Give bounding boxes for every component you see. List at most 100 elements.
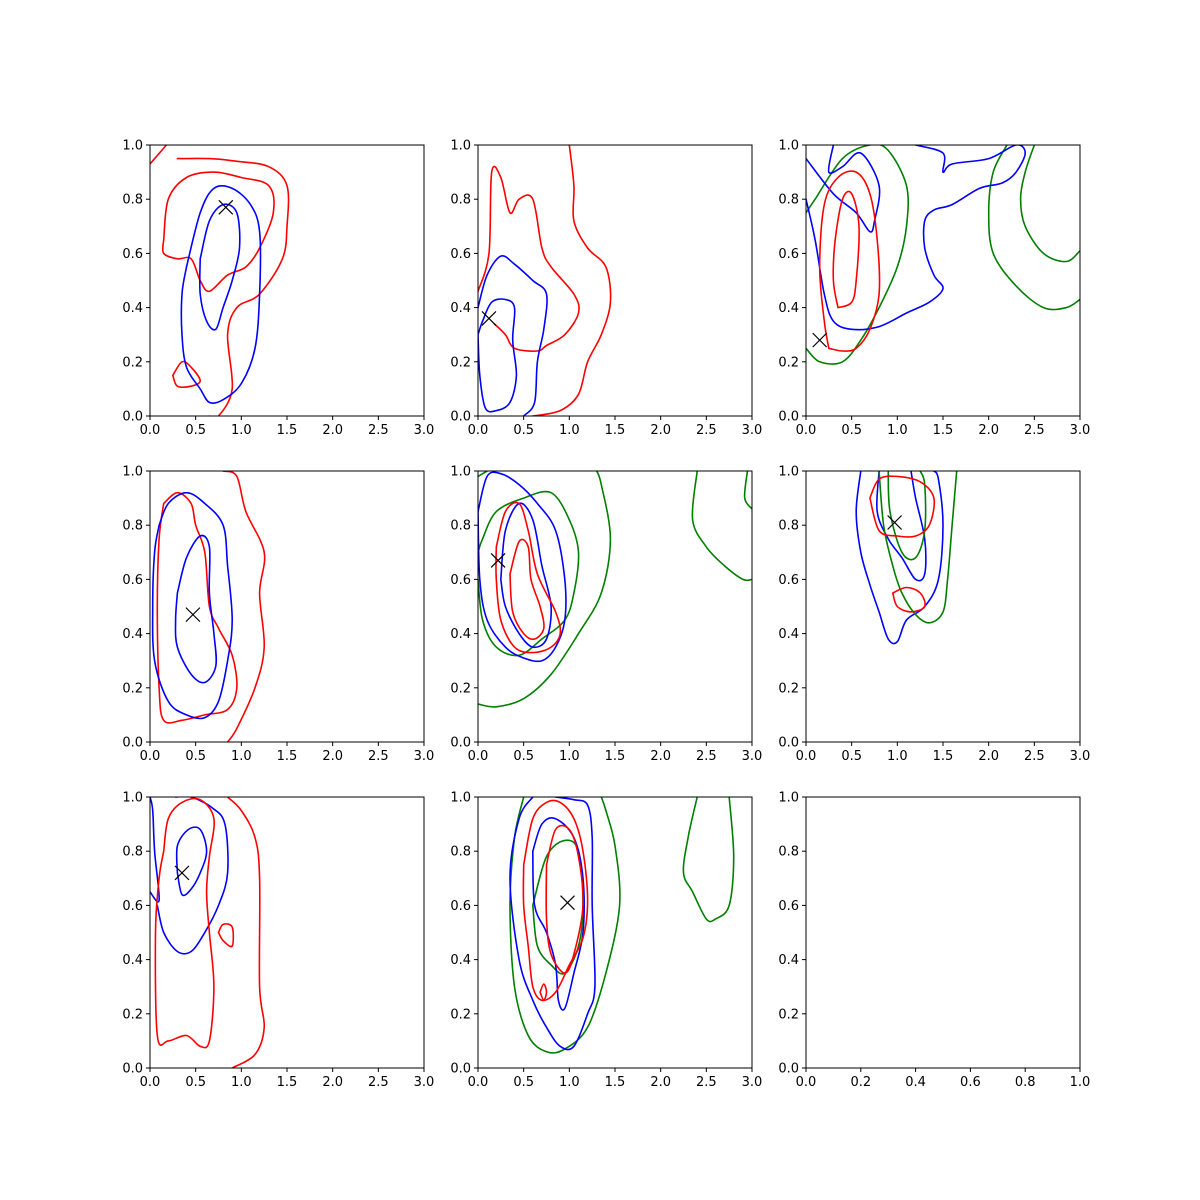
- contour-group: [806, 145, 1080, 365]
- y-tick-label: 0.8: [122, 193, 143, 208]
- x-tick-label: 2.0: [322, 749, 343, 764]
- x-tick-label: 1.0: [231, 423, 252, 438]
- contour-group: [478, 145, 612, 416]
- y-tick-label: 1.0: [450, 791, 471, 806]
- y-tick-label: 0.0: [778, 410, 799, 425]
- y-tick-label: 0.0: [450, 410, 471, 425]
- contour-group: [855, 471, 958, 645]
- y-tick-label: 0.0: [122, 410, 143, 425]
- subplot-6: 0.0 0.5 1.0 1.5 2.0 2.5 3.0 0.0 0.2 0.4 0.6 0.8 1.0: [778, 465, 1090, 765]
- x-tick-label: 1.5: [277, 423, 298, 438]
- axes-frame: [805, 144, 1081, 417]
- x-marker: [812, 332, 828, 348]
- x-tick-label: 3.0: [414, 423, 435, 438]
- contour-line-2: [176, 157, 290, 416]
- contour-line-4: [691, 471, 752, 582]
- contour-line-5: [217, 923, 235, 948]
- y-tick-label: 0.6: [122, 573, 143, 588]
- x-tick-label: 3.0: [414, 749, 435, 764]
- x-tick-label: 2.0: [978, 749, 999, 764]
- contour-line-9: [509, 538, 545, 641]
- x-tick-label: 2.5: [368, 1075, 389, 1090]
- subplot-1: 0.0 0.5 1.0 1.5 2.0 2.5 3.0 0.0 0.2 0.4 0.6 0.8 1.0: [122, 139, 434, 439]
- contour-line-2: [532, 145, 612, 416]
- x-tick-label: 2.0: [978, 423, 999, 438]
- y-tick-label: 0.8: [450, 845, 471, 860]
- contour-line-6: [892, 586, 926, 613]
- y-tick-label: 0.0: [450, 1062, 471, 1077]
- x-tick-label: 0.5: [841, 423, 862, 438]
- contour-group: [150, 797, 266, 1068]
- x-tick-label: 1.5: [605, 423, 626, 438]
- x-tick-label: 1.5: [277, 749, 298, 764]
- y-tick-label: 0.2: [450, 1007, 471, 1022]
- contour-line-2: [222, 471, 266, 742]
- contour-line-1: [156, 491, 238, 724]
- x-tick-label: 0.0: [140, 749, 161, 764]
- y-tick-label: 0.0: [122, 736, 143, 751]
- y-tick-label: 0.2: [778, 1007, 799, 1022]
- x-tick-label: 0.0: [468, 749, 489, 764]
- y-tick-label: 1.0: [450, 465, 471, 480]
- y-tick-label: 0.8: [778, 519, 799, 534]
- y-tick-label: 0.4: [778, 301, 799, 316]
- y-tick-label: 0.8: [450, 519, 471, 534]
- y-tick-label: 0.8: [778, 193, 799, 208]
- x-tick-label: 0.0: [468, 1075, 489, 1090]
- x-tick-label: 1.5: [605, 749, 626, 764]
- subplot-8: 0.0 0.5 1.0 1.5 2.0 2.5 3.0 0.0 0.2 0.4 0.6 0.8 1.0: [450, 791, 762, 1091]
- y-tick-label: 0.4: [122, 301, 143, 316]
- x-tick-label: 1.5: [933, 749, 954, 764]
- x-tick-label: 0.4: [905, 1075, 926, 1090]
- x-marker: [490, 553, 506, 568]
- contour-line-1: [855, 471, 944, 645]
- contour-line-2: [478, 471, 488, 478]
- x-tick-label: 0.5: [513, 423, 534, 438]
- x-tick-label: 0.0: [796, 749, 817, 764]
- y-tick-label: 0.4: [122, 627, 143, 642]
- x-tick-label: 0.0: [140, 1075, 161, 1090]
- y-tick-label: 0.0: [778, 1062, 799, 1077]
- y-tick-label: 0.8: [122, 845, 143, 860]
- x-tick-label: 0.5: [513, 1075, 534, 1090]
- y-tick-label: 1.0: [122, 139, 143, 154]
- x-tick-label: 3.0: [1070, 749, 1091, 764]
- y-tick-label: 0.4: [450, 953, 471, 968]
- subplot-5: 0.0 0.5 1.0 1.5 2.0 2.5 3.0 0.0 0.2 0.4 0.6 0.8 1.0: [450, 465, 762, 765]
- contour-line-3: [478, 490, 580, 657]
- y-tick-label: 0.4: [122, 953, 143, 968]
- x-tick-label: 2.5: [368, 423, 389, 438]
- subplot-2: 0.0 0.5 1.0 1.5 2.0 2.5 3.0 0.0 0.2 0.4 0.6 0.8 1.0: [450, 139, 762, 439]
- contour-line-2: [987, 145, 1080, 311]
- x-tick-label: 0.0: [796, 1075, 817, 1090]
- y-tick-label: 0.0: [122, 1062, 143, 1077]
- x-tick-label: 2.0: [650, 749, 671, 764]
- contour-line-3: [151, 491, 233, 720]
- contour-line-7: [545, 824, 584, 974]
- y-tick-label: 0.2: [450, 355, 471, 370]
- axes-frame: [149, 470, 425, 743]
- contour-group: [509, 797, 735, 1054]
- contour-line-3: [478, 254, 548, 416]
- contour-group: [151, 471, 266, 742]
- y-tick-label: 0.2: [778, 681, 799, 696]
- x-tick-label: 2.0: [322, 423, 343, 438]
- x-marker: [481, 311, 497, 326]
- y-tick-label: 0.2: [122, 1007, 143, 1022]
- y-tick-label: 0.6: [122, 247, 143, 262]
- contour-line-1: [509, 797, 621, 1054]
- contour-line-1: [478, 165, 580, 352]
- y-tick-label: 0.4: [450, 301, 471, 316]
- contour-line-4: [509, 797, 596, 1051]
- x-tick-label: 0.0: [140, 423, 161, 438]
- contour-line-3: [1019, 145, 1080, 263]
- x-tick-label: 0.5: [841, 749, 862, 764]
- x-tick-label: 0.5: [185, 749, 206, 764]
- y-tick-label: 0.6: [778, 899, 799, 914]
- contour-line-2: [876, 471, 927, 582]
- x-tick-label: 2.5: [696, 1075, 717, 1090]
- x-marker: [185, 607, 201, 623]
- x-marker: [560, 895, 575, 911]
- contour-line-1: [150, 145, 168, 165]
